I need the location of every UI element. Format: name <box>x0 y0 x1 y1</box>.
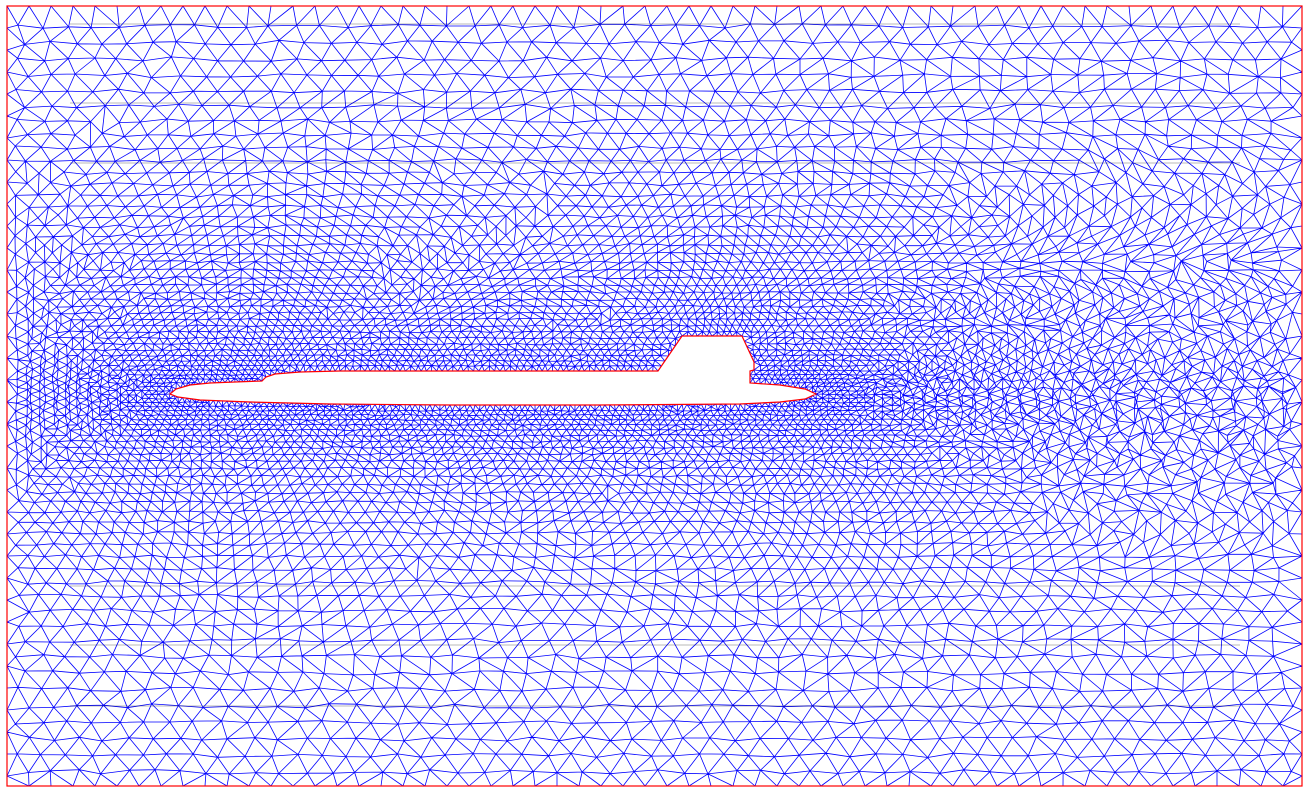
hull-boundary <box>168 335 818 406</box>
domain-boundary <box>6 5 1303 787</box>
mesh-horizontal-lines <box>70 23 1240 707</box>
